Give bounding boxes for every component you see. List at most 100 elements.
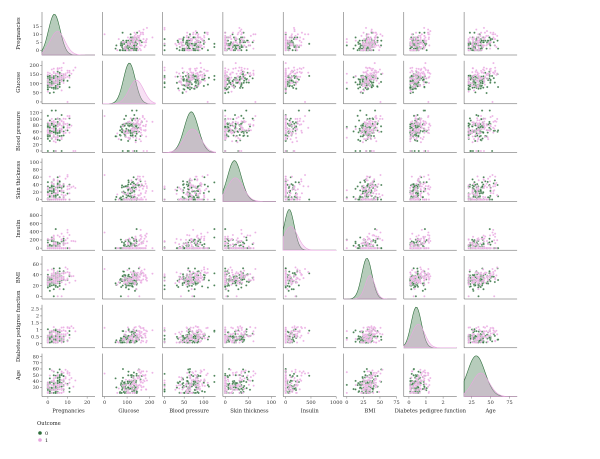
point-0 [182, 37, 185, 41]
point-1 [70, 72, 73, 75]
point-1 [240, 120, 243, 123]
point-1 [62, 198, 65, 201]
point-1 [417, 74, 420, 77]
point-1 [203, 41, 207, 44]
point-1 [284, 136, 287, 140]
point-1 [479, 34, 482, 38]
point-1 [422, 44, 425, 47]
point-1 [411, 66, 414, 69]
point-1 [236, 45, 240, 49]
point-0 [482, 86, 485, 89]
point-1 [121, 191, 124, 194]
point-1 [242, 119, 246, 123]
point-1 [50, 194, 53, 197]
point-1 [48, 198, 51, 201]
point-1 [62, 189, 65, 193]
point-1 [188, 180, 191, 183]
point-1 [103, 173, 106, 177]
kde-1-0 [41, 31, 95, 56]
point-0 [193, 49, 197, 52]
point-1 [224, 34, 227, 38]
point-1 [139, 49, 142, 52]
point-1 [188, 82, 191, 85]
point-1 [483, 120, 486, 123]
point-1 [360, 131, 363, 135]
point-1 [182, 44, 186, 47]
point-0 [422, 78, 425, 81]
point-1 [292, 26, 296, 30]
point-1 [367, 188, 370, 191]
point-1 [174, 75, 177, 78]
point-1 [412, 81, 415, 84]
point-1 [411, 37, 414, 41]
point-0 [308, 109, 311, 112]
point-1 [302, 37, 305, 41]
point-0 [54, 127, 57, 131]
point-1 [364, 66, 368, 69]
point-1 [145, 149, 149, 153]
point-1 [414, 129, 417, 132]
point-1 [360, 82, 364, 85]
point-0 [482, 131, 485, 134]
point-0 [352, 47, 355, 50]
point-1 [492, 61, 495, 65]
point-1 [240, 71, 243, 74]
point-1 [373, 178, 376, 181]
point-1 [423, 76, 426, 79]
point-0 [345, 44, 348, 47]
point-1 [224, 85, 227, 88]
y-tick-label: 200 [29, 63, 39, 69]
point-0 [46, 114, 50, 117]
point-1 [377, 70, 380, 74]
point-1 [377, 82, 381, 85]
point-1 [145, 26, 149, 30]
point-0 [213, 198, 216, 201]
point-1 [133, 193, 136, 196]
point-1 [419, 68, 423, 71]
point-1 [188, 34, 192, 38]
point-0 [181, 183, 185, 187]
point-0 [123, 117, 126, 121]
point-1 [52, 123, 55, 126]
point-1 [163, 77, 166, 81]
point-0 [468, 31, 472, 34]
point-0 [481, 82, 484, 85]
point-1 [142, 41, 146, 44]
point-1 [415, 80, 418, 84]
point-1 [419, 45, 422, 49]
point-1 [467, 45, 470, 49]
point-1 [234, 120, 237, 123]
point-0 [485, 91, 488, 95]
point-1 [129, 117, 132, 120]
point-1 [370, 28, 373, 31]
point-1 [493, 119, 497, 123]
point-1 [427, 81, 431, 85]
point-1 [54, 198, 57, 201]
subplot-2-6 [403, 109, 457, 153]
point-1 [236, 33, 239, 36]
point-0 [58, 85, 61, 89]
point-0 [474, 91, 477, 94]
point-1 [360, 186, 364, 190]
y-axis-label: Blood pressure [16, 111, 22, 151]
point-0 [131, 119, 134, 122]
point-1 [474, 133, 477, 137]
point-1 [224, 37, 227, 41]
point-1 [50, 68, 53, 71]
point-1 [422, 135, 425, 139]
point-1 [374, 77, 378, 80]
point-1 [139, 131, 143, 134]
point-1 [467, 78, 470, 81]
point-1 [139, 140, 143, 143]
point-1 [372, 131, 375, 134]
point-1 [412, 123, 415, 126]
subplot-0-4 [282, 12, 337, 56]
point-0 [176, 75, 179, 78]
point-1 [198, 74, 202, 77]
point-1 [197, 39, 200, 42]
point-1 [132, 136, 135, 139]
point-1 [52, 128, 55, 132]
point-1 [419, 121, 422, 124]
point-1 [135, 182, 139, 186]
point-1 [232, 125, 235, 128]
